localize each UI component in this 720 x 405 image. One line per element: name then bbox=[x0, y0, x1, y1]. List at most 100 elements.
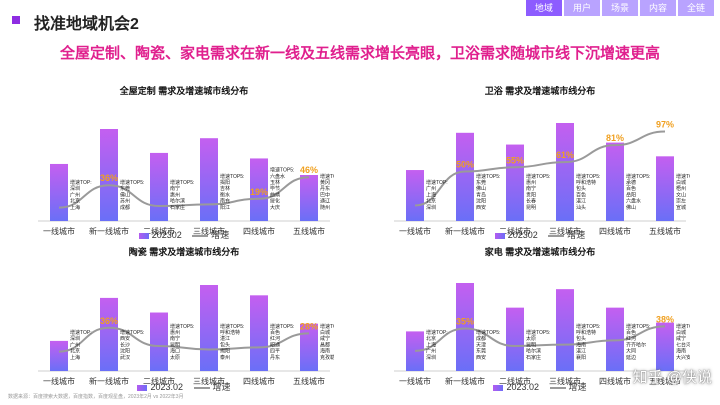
annotation-line: 大兴安岭 bbox=[676, 354, 690, 361]
annotation-line: 哈尔滨 bbox=[526, 348, 541, 355]
chart-svg: 一线城市 新一线城市 二线城市 三线城市 四线城市 五线城市 35% 38% 增速TOP:北京上… bbox=[394, 283, 690, 386]
annotation-line: 上海 bbox=[426, 341, 436, 348]
annotation-line: 南宁 bbox=[170, 335, 180, 342]
bar bbox=[100, 297, 118, 371]
nav-tabs: 地域 用户 场景 内容 全链 bbox=[525, 0, 714, 16]
annotation-line: 海南 bbox=[320, 348, 330, 355]
growth-data-label: 38% bbox=[656, 314, 674, 324]
x-tick-label: 新一线城市 bbox=[445, 376, 485, 386]
annotation-line: 揭阳 bbox=[220, 179, 230, 186]
annotation-line: 白城 bbox=[676, 179, 686, 186]
bar bbox=[506, 144, 524, 221]
annotation-line: 包头 bbox=[220, 341, 230, 348]
annotation-line: 咸宁 bbox=[676, 335, 686, 342]
annotation-line: 惠州 bbox=[170, 329, 180, 336]
top-city-annotation: 增速TOP5:惠州南宁昆明海口太原 bbox=[170, 323, 194, 361]
bar bbox=[606, 142, 624, 221]
tab-region[interactable]: 地域 bbox=[525, 0, 562, 16]
annotation-line: 增速TOP5: bbox=[476, 329, 500, 336]
annotation-line: 大同 bbox=[626, 348, 636, 355]
tab-users[interactable]: 用户 bbox=[563, 0, 600, 16]
x-tick-label: 四线城市 bbox=[599, 226, 631, 236]
chart-legend: 202302 增速 bbox=[34, 228, 334, 241]
legend-bar-label: 202302 bbox=[507, 230, 538, 240]
annotation-line: 百色 bbox=[626, 185, 636, 192]
annotation-line: 南宁 bbox=[526, 185, 536, 192]
top-city-annotation: 增速TOP5:呼和浩特包头百色湛江汕头 bbox=[576, 173, 600, 211]
annotation-line: 东莞 bbox=[476, 179, 486, 186]
chart-title: 家电 需求及增速城市线分布 bbox=[484, 247, 596, 257]
x-tick-label: 一线城市 bbox=[43, 376, 75, 386]
annotation-line: 东莞 bbox=[120, 185, 130, 192]
annotation-line: 崇左 bbox=[676, 198, 686, 205]
annotation-line: 北京 bbox=[426, 335, 436, 342]
annotation-line: 巴中 bbox=[320, 191, 330, 198]
bar bbox=[50, 340, 68, 371]
annotation-line: 惠州 bbox=[170, 191, 180, 198]
bar bbox=[250, 158, 268, 221]
annotation-line: 克孜勒苏 bbox=[320, 354, 334, 361]
annotation-line: 汕头 bbox=[576, 204, 586, 211]
annotation-line: 增速TOP5: bbox=[170, 179, 194, 186]
growth-data-label: 81% bbox=[606, 133, 624, 143]
top-city-annotation: 增速TOP5:六盘水玉林毕节曲靖绥化大庆 bbox=[270, 167, 294, 211]
top-city-annotation: 增速TOP5:南宁惠州哈尔滨石家庄 bbox=[170, 179, 194, 211]
tab-full-chain[interactable]: 全链 bbox=[677, 0, 714, 16]
annotation-line: 广州 bbox=[426, 348, 436, 355]
top-city-annotation: 增速TOP5:呼和浩特包头海南湛江襄阳 bbox=[576, 323, 600, 361]
annotation-line: 文山 bbox=[676, 191, 686, 198]
annotation-line: 增速TOP: bbox=[70, 329, 92, 336]
annotation-line: 增速TOP5: bbox=[526, 329, 550, 336]
bar bbox=[556, 289, 574, 371]
tab-scenes[interactable]: 场景 bbox=[601, 0, 638, 16]
annotation-line: 昭通 bbox=[270, 341, 280, 348]
annotation-line: 白城 bbox=[320, 329, 330, 336]
legend-line-label: 增速 bbox=[567, 230, 586, 240]
bar bbox=[300, 323, 318, 371]
annotation-line: 湛江 bbox=[576, 198, 586, 205]
annotation-line: 北京 bbox=[426, 198, 436, 205]
x-tick-label: 二线城市 bbox=[143, 376, 175, 386]
annotation-line: 南宁 bbox=[170, 185, 180, 192]
annotation-line: 衡水 bbox=[220, 191, 230, 198]
x-tick-label: 三线城市 bbox=[193, 376, 225, 386]
annotation-line: 广州 bbox=[426, 185, 436, 192]
bar bbox=[250, 295, 268, 371]
annotation-line: 沈阳 bbox=[476, 198, 486, 205]
title-marker bbox=[12, 16, 20, 24]
x-tick-label: 三线城市 bbox=[193, 226, 225, 236]
chart-title: 全屋定制 需求及增速城市线分布 bbox=[119, 86, 249, 96]
annotation-line: 广州 bbox=[70, 341, 80, 348]
legend-bar-swatch bbox=[137, 384, 148, 391]
legend-line-label: 增速 bbox=[211, 230, 230, 240]
legend-line-label: 增速 bbox=[212, 382, 231, 392]
legend-bar-swatch bbox=[138, 232, 149, 239]
top-city-annotation: 增速TOP5:惠州南宁贵阳长春昆明 bbox=[526, 173, 550, 211]
annotation-line: 增速TOP5: bbox=[576, 323, 600, 330]
annotation-line: 广州 bbox=[70, 191, 80, 198]
annotation-line: 太原 bbox=[526, 335, 536, 342]
x-tick-label: 一线城市 bbox=[43, 226, 75, 236]
annotation-line: 吉林 bbox=[220, 185, 230, 192]
tab-content[interactable]: 内容 bbox=[639, 0, 676, 16]
legend-line-swatch bbox=[549, 386, 566, 389]
growth-data-label: 36% bbox=[100, 316, 118, 326]
annotation-line: 深圳 bbox=[70, 185, 80, 192]
annotation-line: 揭阳 bbox=[220, 348, 230, 355]
annotation-line: 玉林 bbox=[270, 179, 280, 186]
annotation-line: 大庆 bbox=[270, 204, 280, 211]
x-tick-label: 四线城市 bbox=[243, 226, 275, 236]
annotation-line: 西安 bbox=[120, 335, 130, 342]
legend-bar-swatch bbox=[494, 232, 505, 239]
legend-bar-label: 2023.02 bbox=[506, 382, 539, 392]
growth-data-label: 46% bbox=[300, 165, 318, 175]
x-tick-label: 二线城市 bbox=[499, 376, 531, 386]
annotation-line: 增速TOP: bbox=[70, 179, 92, 186]
annotation-line: 上海 bbox=[70, 354, 80, 361]
annotation-line: 北京 bbox=[70, 348, 80, 355]
annotation-line: 百色 bbox=[270, 329, 280, 336]
top-city-annotation: 增速TOP5:百色红河昭通四平丹东 bbox=[270, 323, 294, 361]
annotation-line: 昌都 bbox=[320, 342, 330, 348]
bar bbox=[656, 322, 674, 371]
annotation-line: 丹东 bbox=[320, 185, 330, 192]
